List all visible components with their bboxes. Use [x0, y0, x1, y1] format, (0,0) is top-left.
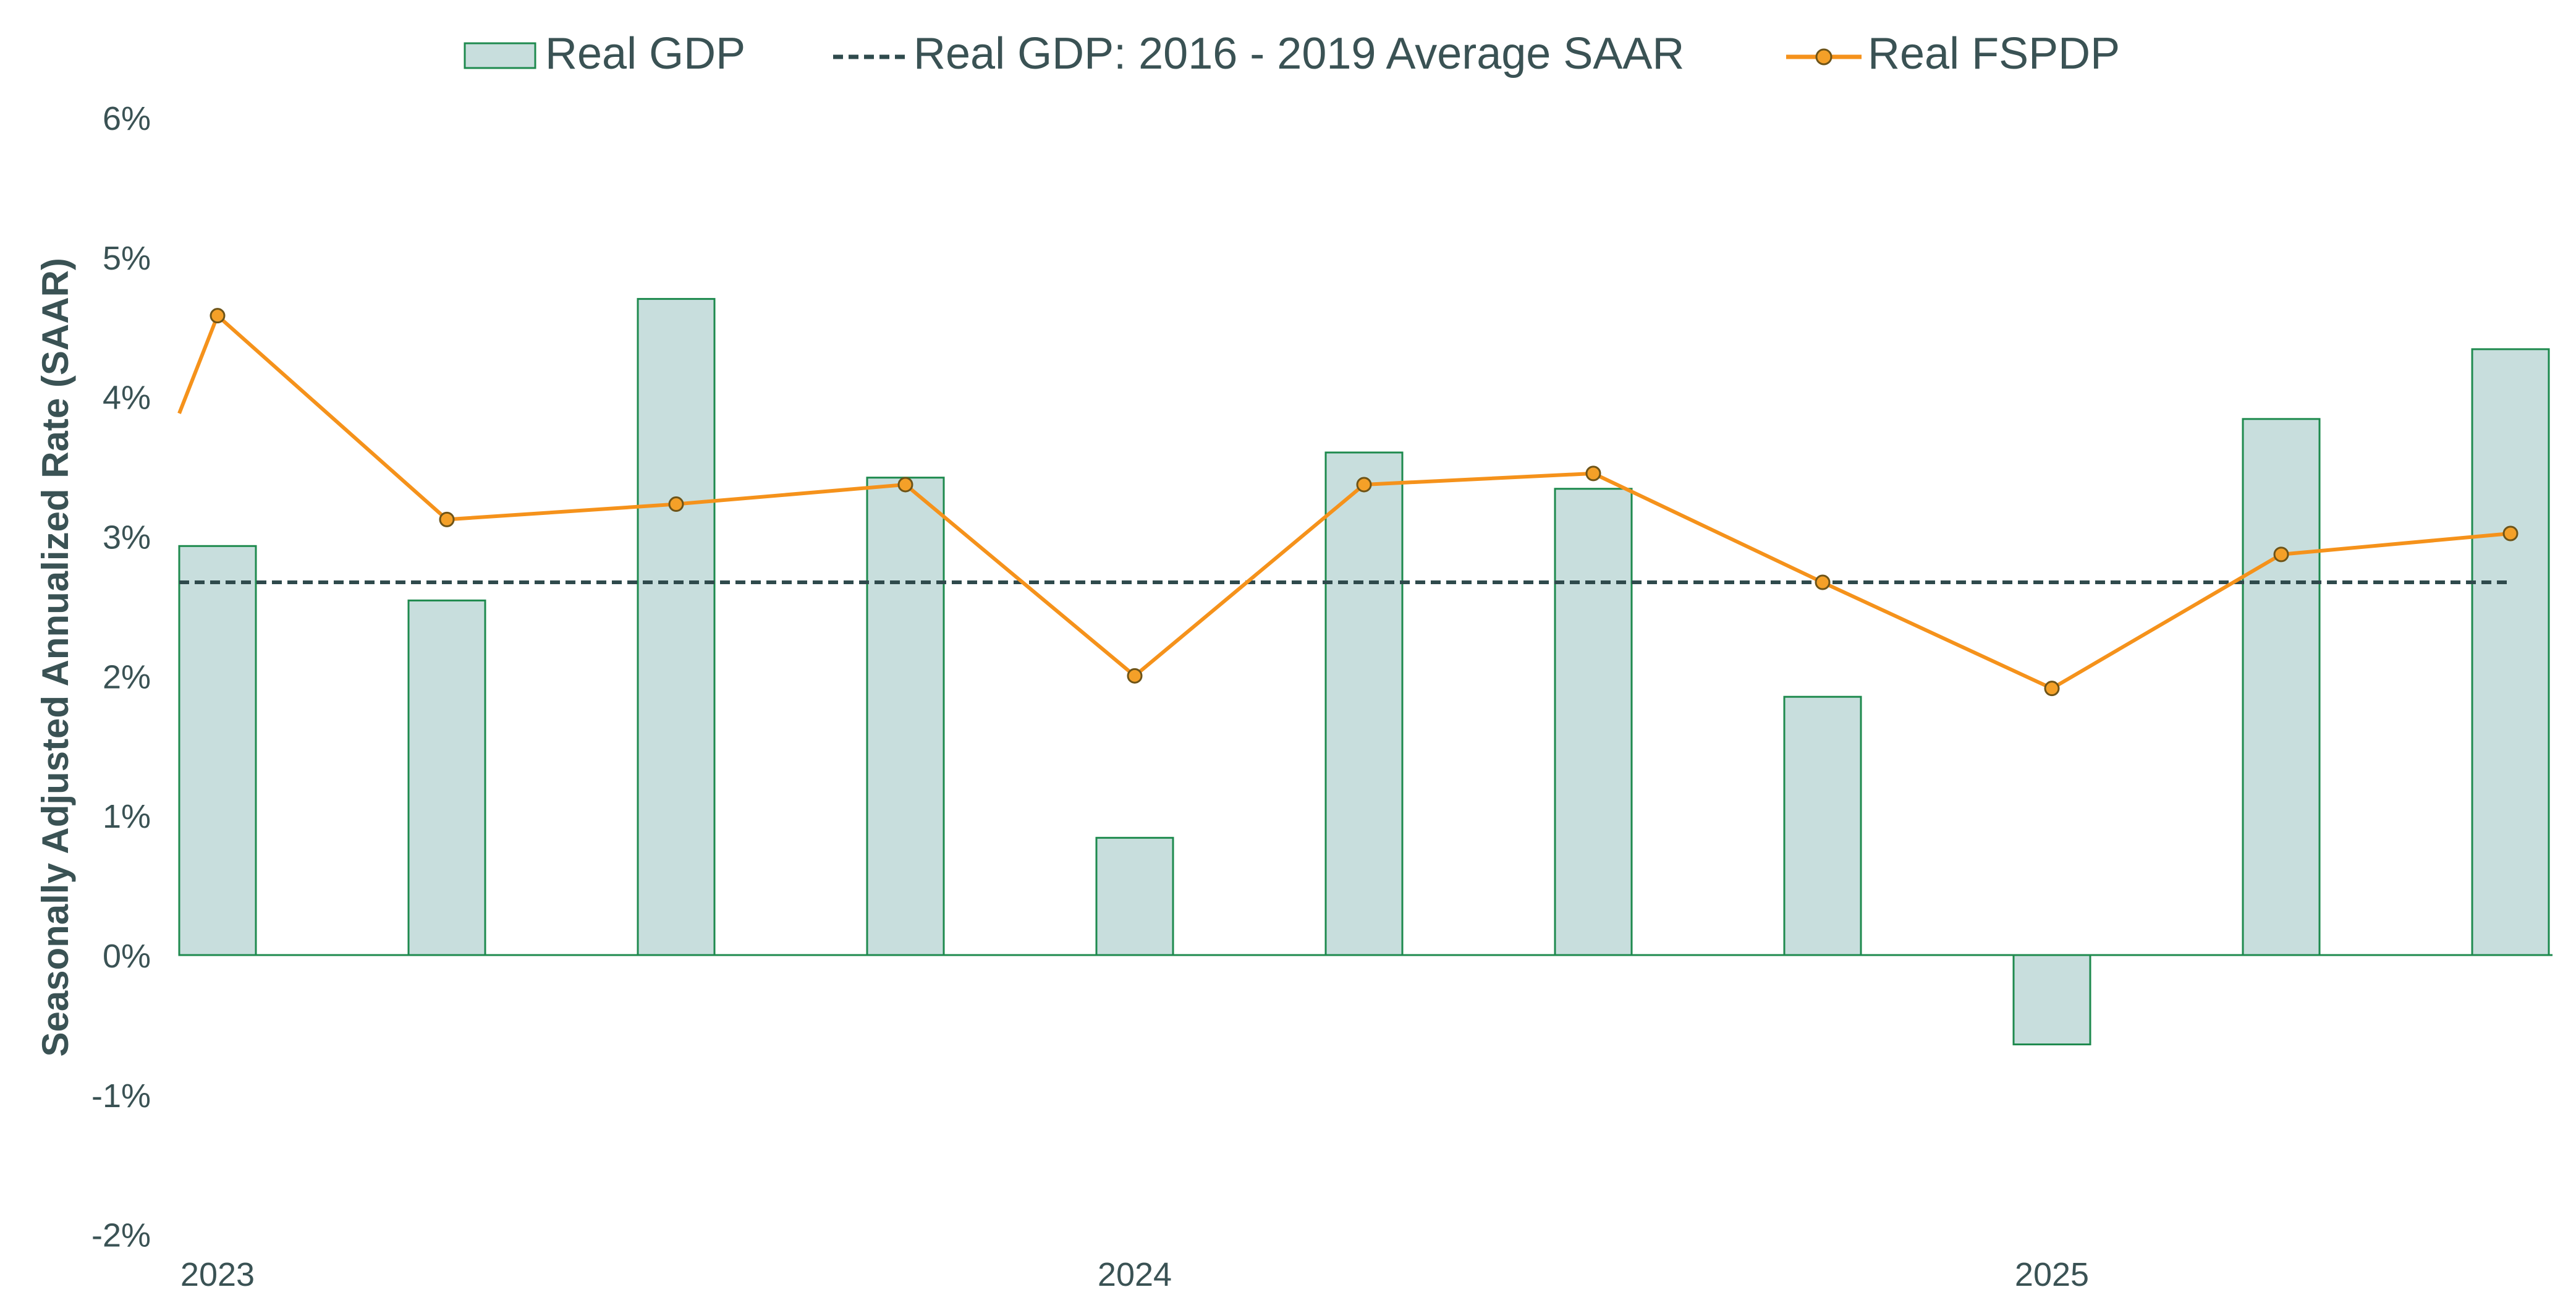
- real-fspdp-marker: [2502, 525, 2519, 542]
- y-tick-label: 3%: [103, 519, 151, 556]
- real-fspdp-marker: [210, 308, 226, 324]
- real-gdp-bar: [1783, 695, 1862, 956]
- legend: Real GDP Real GDP: 2016 - 2019 Average S…: [464, 29, 2120, 79]
- y-tick-label: 5%: [103, 240, 151, 277]
- real-fspdp-marker: [2273, 546, 2289, 563]
- real-fspdp-marker: [439, 511, 455, 527]
- real-gdp-bar: [1554, 488, 1633, 956]
- real-fspdp-marker: [1356, 477, 1372, 493]
- y-tick-label: 1%: [103, 798, 151, 835]
- y-axis-title: Seasonally Adjusted Annualized Rate (SAA…: [35, 258, 76, 1056]
- real-fspdp-marker: [1585, 465, 1601, 482]
- real-gdp-bar: [1095, 836, 1174, 956]
- real-gdp-bar: [1324, 451, 1404, 956]
- real-gdp-bar: [407, 599, 486, 956]
- legend-label-real-gdp: Real GDP: [545, 29, 745, 79]
- x-axis-year-labels: 2023 2024 2025: [180, 1256, 2089, 1293]
- y-tick-label: 2%: [103, 658, 151, 695]
- x-year-label: 2024: [1098, 1256, 1172, 1293]
- real-gdp-bar: [866, 477, 945, 956]
- x-year-label: 2023: [180, 1256, 255, 1293]
- real-gdp-bars: [178, 298, 2550, 1046]
- legend-swatch-real-fspdp-marker: [1815, 48, 1832, 66]
- real-gdp-bar: [178, 545, 257, 956]
- real-gdp-bar: [637, 298, 716, 956]
- legend-label-real-fspdp: Real FSPDP: [1868, 29, 2120, 79]
- real-fspdp-marker: [1815, 574, 1831, 590]
- real-fspdp-marker: [668, 496, 684, 512]
- real-fspdp-line: [177, 313, 2511, 690]
- real-fspdp-marker: [2044, 681, 2060, 697]
- y-tick-label: -2%: [91, 1217, 151, 1254]
- legend-swatch-real-gdp: [464, 42, 536, 69]
- y-tick-label: -1%: [91, 1077, 151, 1115]
- real-gdp-bar: [2012, 954, 2091, 1046]
- real-gdp-bar: [2242, 418, 2321, 956]
- x-year-label: 2025: [2015, 1256, 2089, 1293]
- real-fspdp-marker: [897, 477, 913, 493]
- legend-label-avg-saar: Real GDP: 2016 - 2019 Average SAAR: [913, 29, 1684, 79]
- y-tick-label: 0%: [103, 938, 151, 975]
- real-fspdp-marker: [1127, 668, 1143, 684]
- real-fspdp-series: [177, 308, 2519, 697]
- y-axis-tick-labels: 6% 5% 4% 3% 2% 1% 0% -1% -2%: [91, 100, 151, 1254]
- y-tick-label: 6%: [103, 100, 151, 137]
- y-tick-label: 4%: [103, 380, 151, 417]
- real-gdp-bar: [2471, 348, 2550, 956]
